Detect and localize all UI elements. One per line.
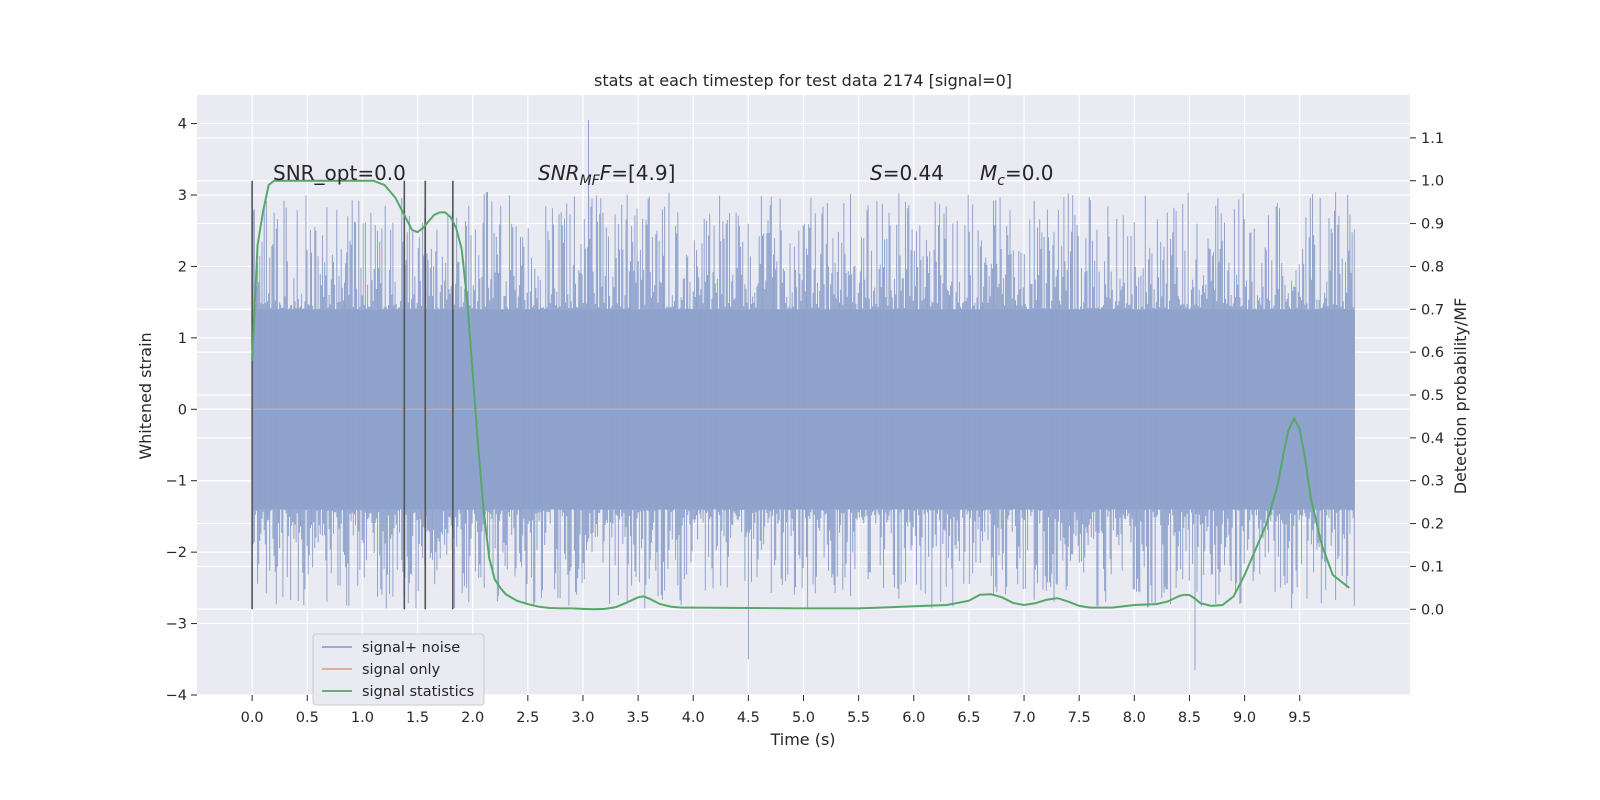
x-tick-label: 8.0 <box>1123 710 1146 726</box>
y-right-tick-label: 0.0 <box>1421 602 1444 618</box>
x-tick-label: 0.0 <box>241 710 264 726</box>
y-right-tick-labels: 1.1 1.0 0.9 0.8 0.7 0.6 0.5 0.4 0.3 0.2 0.1 0.0 <box>1410 131 1444 618</box>
y-right-tick-label: 0.2 <box>1421 517 1444 533</box>
y-left-tick-label: 2 <box>178 259 187 275</box>
annotation-snr-opt: SNR_opt=0.0 <box>273 161 406 185</box>
x-tick-label: 4.0 <box>682 710 705 726</box>
y-left-tick-label: 4 <box>178 117 187 133</box>
y-left-tick-labels: 4 3 2 1 0 −1 −2 −3 −4 <box>166 117 197 704</box>
s-main: S <box>870 161 883 185</box>
legend: signal+ noise signal only signal statist… <box>312 633 485 706</box>
y-left-tick-label: −3 <box>166 617 187 633</box>
x-tick-label: 3.5 <box>627 710 650 726</box>
x-axis-label: Time (s) <box>769 730 835 749</box>
legend-label-signal-statistics: signal statistics <box>362 684 474 700</box>
vertical-markers <box>251 180 454 610</box>
x-tick-label: 1.5 <box>406 710 429 726</box>
x-tick-label: 5.0 <box>792 710 815 726</box>
y-right-tick-label: 0.9 <box>1421 217 1444 233</box>
y-left-tick-label: −4 <box>166 688 187 704</box>
y-left-tick-label: 1 <box>178 331 187 347</box>
x-tick-label: 6.5 <box>957 710 980 726</box>
annotation-s: S=0.44 <box>870 161 944 185</box>
x-tick-label: 4.5 <box>737 710 760 726</box>
x-tick-label: 9.0 <box>1233 710 1256 726</box>
x-tick-label: 2.0 <box>461 710 484 726</box>
y-right-tick-label: 0.6 <box>1421 345 1444 361</box>
legend-box <box>312 633 485 706</box>
mc-main: M <box>980 161 997 185</box>
x-tick-labels: 0.0 0.5 1.0 1.5 2.0 2.5 3.0 3.5 4.0 4.5 5.0 5.5 6.0 6… <box>241 695 1311 726</box>
x-tick-label: 3.0 <box>571 710 594 726</box>
snr-mf-main: SNR <box>538 161 580 185</box>
snr-mf-sub: MF <box>580 173 601 189</box>
y-left-tick-label: 0 <box>178 402 187 418</box>
x-tick-label: 7.0 <box>1013 710 1036 726</box>
legend-label-signal-noise: signal+ noise <box>362 640 460 656</box>
y-right-tick-label: 1.1 <box>1421 131 1444 147</box>
y-right-tick-label: 0.7 <box>1421 302 1444 318</box>
y-left-tick-label: 3 <box>178 188 187 204</box>
y-right-tick-label: 0.1 <box>1421 559 1444 575</box>
x-tick-label: 6.0 <box>902 710 925 726</box>
mc-sub: c <box>997 173 1005 189</box>
y-left-tick-label: −2 <box>166 545 187 561</box>
x-tick-label: 5.5 <box>847 710 870 726</box>
s-tail: =0.44 <box>883 161 944 185</box>
x-tick-label: 8.5 <box>1178 710 1201 726</box>
y-right-axis-label: Detection probability/MF <box>1451 298 1470 495</box>
x-tick-label: 2.5 <box>516 710 539 726</box>
series-signal-statistics <box>251 179 1350 611</box>
snr-mf-f: F <box>600 161 612 185</box>
y-left-tick-label: −1 <box>166 474 187 490</box>
mc-tail: =0.0 <box>1005 161 1054 185</box>
snr-mf-tail: =[4.9] <box>611 161 675 185</box>
x-tick-label: 7.5 <box>1068 710 1091 726</box>
y-right-tick-label: 0.3 <box>1421 474 1444 490</box>
y-left-axis-label: Whitened strain <box>136 332 155 459</box>
annotation-snr-mf: SNRMFF=[4.9] <box>538 161 675 189</box>
legend-label-signal-only: signal only <box>362 662 441 678</box>
y-right-tick-label: 0.8 <box>1421 259 1444 275</box>
x-tick-label: 9.5 <box>1288 710 1311 726</box>
y-right-tick-label: 0.4 <box>1421 431 1444 447</box>
chart-title: stats at each timestep for test data 217… <box>594 71 1012 90</box>
annotation-mc: Mc=0.0 <box>980 161 1054 189</box>
y-right-tick-label: 1.0 <box>1421 174 1444 190</box>
x-tick-label: 0.5 <box>296 710 319 726</box>
y-right-tick-label: 0.5 <box>1421 388 1444 404</box>
x-tick-label: 1.0 <box>351 710 374 726</box>
